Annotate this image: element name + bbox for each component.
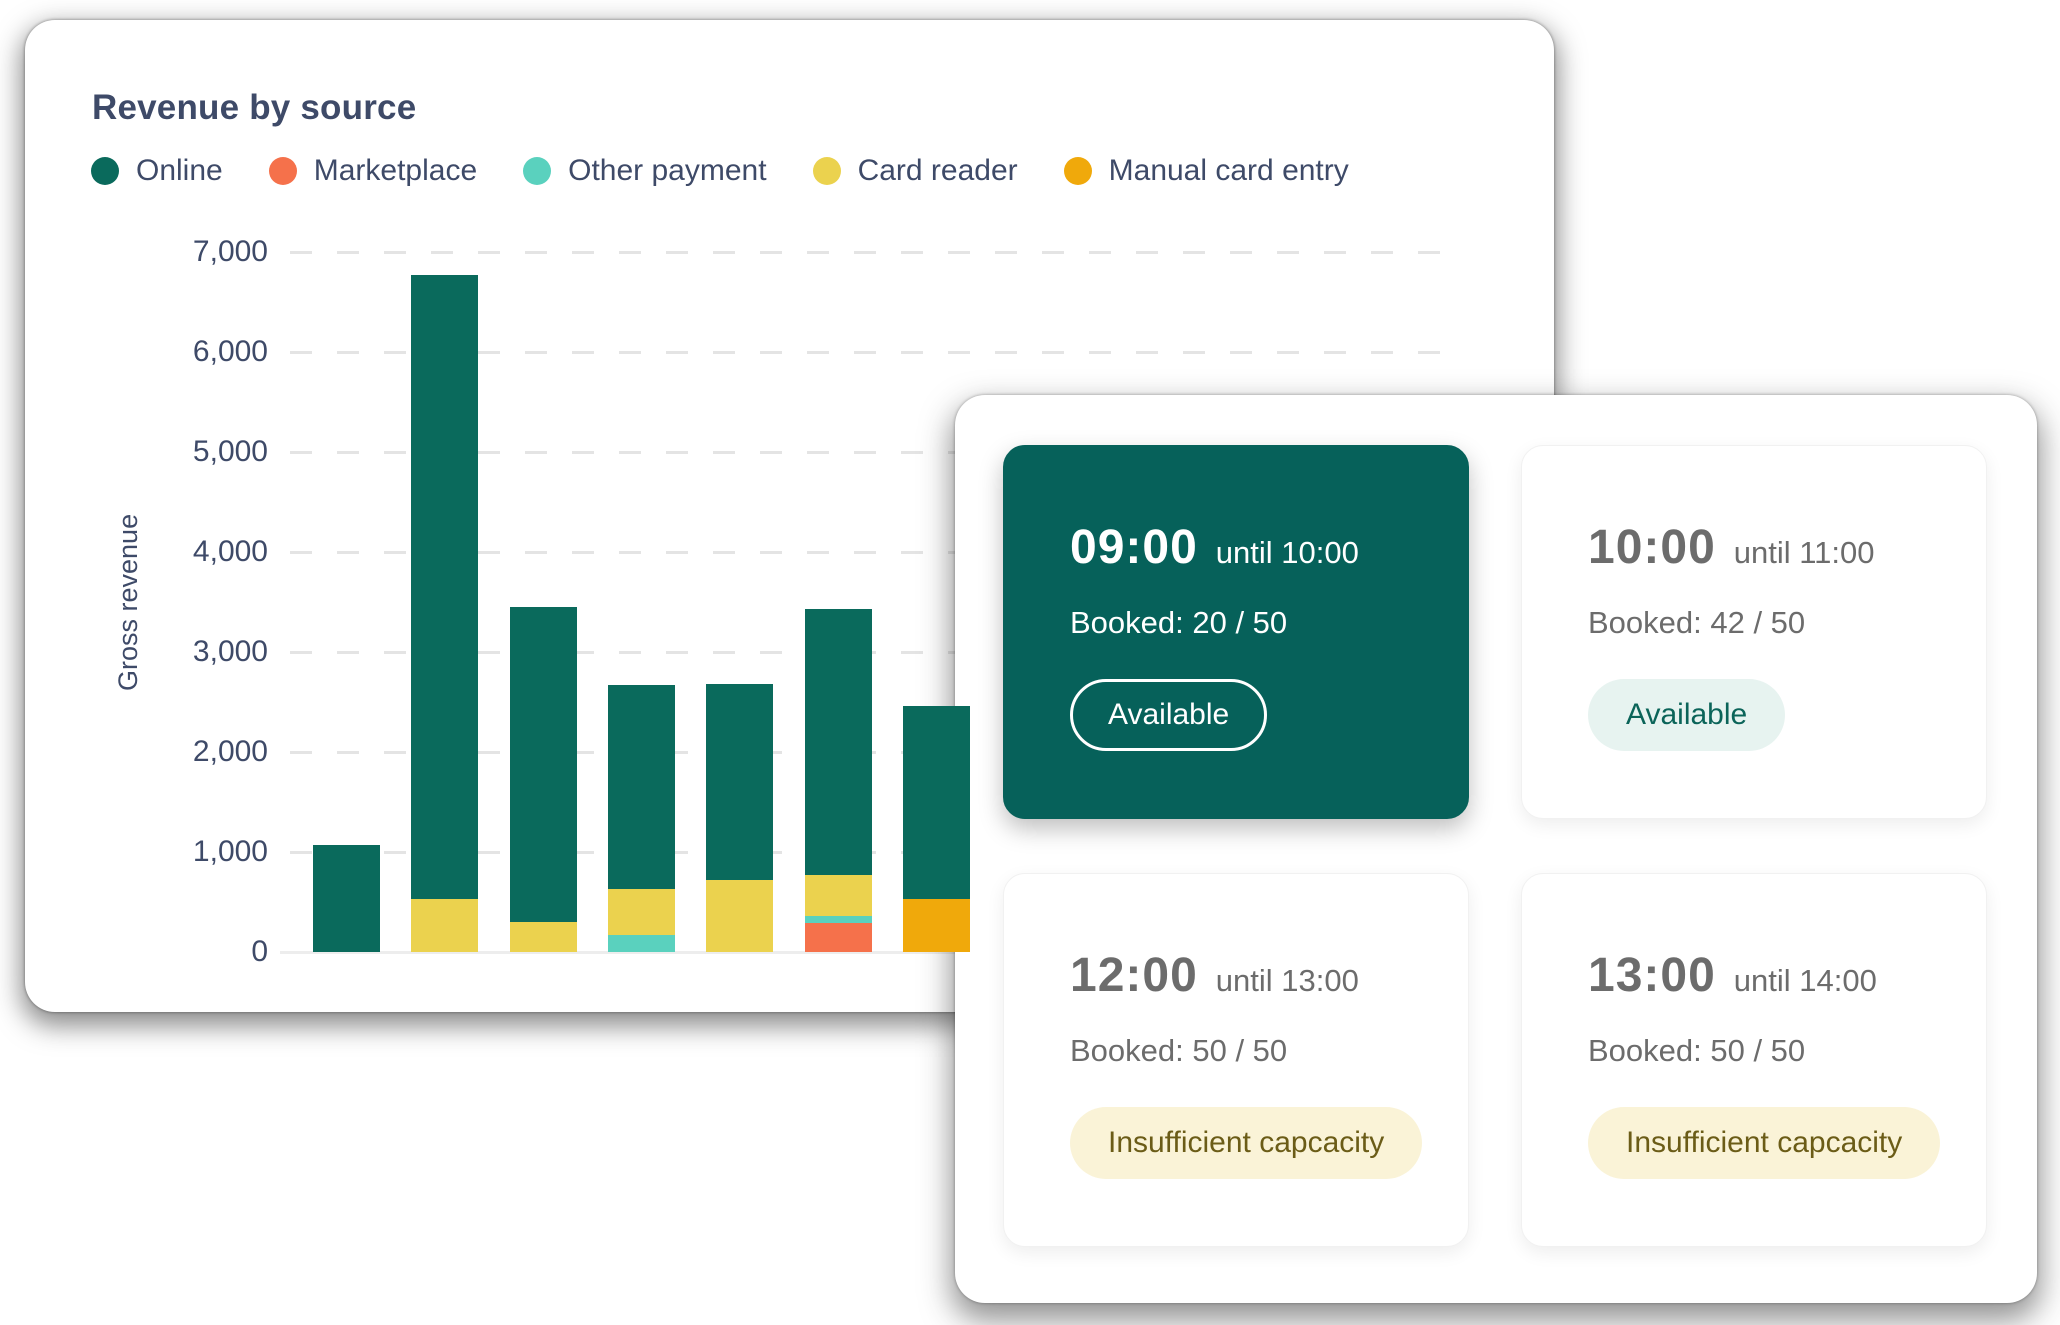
slot-time-row: 13:00 until 14:00 <box>1588 948 1956 1003</box>
stacked-bar-chart <box>280 251 1460 954</box>
bar-6[interactable] <box>804 609 872 952</box>
legend-item-card-reader[interactable]: Card reader <box>812 154 1018 188</box>
slot-until: until 13:00 <box>1215 963 1359 998</box>
bar-2[interactable] <box>411 275 479 952</box>
bar-1[interactable] <box>313 845 380 952</box>
bar-segment-online[interactable] <box>607 685 675 889</box>
slot-until: until 11:00 <box>1733 535 1875 570</box>
slot-time-row: 10:00 until 11:00 <box>1588 520 1956 575</box>
slot-booked-count: Booked: 50 / 50 <box>1588 1033 1806 1068</box>
slot-status-badge: Insufficient capcacity <box>1588 1107 1941 1179</box>
bar-segment-card-reader[interactable] <box>706 879 774 952</box>
legend-item-online[interactable]: Online <box>91 154 223 188</box>
bar-segment-card-reader[interactable] <box>607 888 675 935</box>
slot-time-row: 09:00 until 10:00 <box>1070 520 1438 575</box>
legend-dot-icon <box>523 157 552 185</box>
slot-time-row: 12:00 until 13:00 <box>1070 948 1438 1003</box>
bar-segment-other-payment[interactable] <box>607 935 675 952</box>
legend-dot-icon <box>1063 157 1092 185</box>
time-slot-card-1000[interactable]: 10:00 until 11:00 Booked: 42 / 50 Availa… <box>1521 445 1987 819</box>
slot-booked-count: Booked: 50 / 50 <box>1070 1033 1288 1068</box>
gridline <box>290 351 1460 354</box>
y-tick-label: 5,000 <box>192 435 268 468</box>
bar-7[interactable] <box>902 706 970 952</box>
bar-segment-online[interactable] <box>706 684 774 880</box>
time-slot-card-0900[interactable]: 09:00 until 10:00 Booked: 20 / 50 Availa… <box>1003 445 1469 819</box>
time-slot-card-1300[interactable]: 13:00 until 14:00 Booked: 50 / 50 Insuff… <box>1521 873 1987 1247</box>
bar-segment-card-reader[interactable] <box>804 875 872 916</box>
bar-3[interactable] <box>509 607 577 952</box>
bar-segment-online[interactable] <box>313 845 380 952</box>
chart-title: Revenue by source <box>92 88 417 127</box>
bar-segment-card-reader[interactable] <box>509 922 577 952</box>
legend-item-manual-card-entry[interactable]: Manual card entry <box>1063 154 1349 188</box>
gridline <box>290 651 1460 654</box>
legend-dot-icon <box>268 157 297 185</box>
gridline <box>290 751 1460 754</box>
legend-label: Other payment <box>568 154 767 187</box>
y-tick-label: 0 <box>251 935 268 968</box>
legend-label: Online <box>136 154 223 187</box>
bar-segment-manual-card-entry[interactable] <box>902 899 970 952</box>
y-tick-label: 4,000 <box>192 535 268 568</box>
y-axis-ticks: 0 1,000 2,000 3,000 4,000 5,000 6,000 7,000 <box>125 235 268 968</box>
slot-booked-count: Booked: 20 / 50 <box>1070 605 1288 640</box>
y-tick-label: 3,000 <box>192 635 268 668</box>
slot-time: 12:00 <box>1070 949 1198 1002</box>
legend-label: Marketplace <box>313 154 478 187</box>
bar-segment-marketplace[interactable] <box>804 922 872 952</box>
bar-4[interactable] <box>607 685 675 952</box>
bar-5[interactable] <box>706 684 774 952</box>
bar-segment-online[interactable] <box>411 275 479 899</box>
y-tick-label: 2,000 <box>192 735 268 768</box>
y-tick-label: 1,000 <box>192 835 268 868</box>
slot-time: 13:00 <box>1588 949 1716 1002</box>
slot-status-badge[interactable]: Available <box>1588 679 1786 751</box>
slot-status-badge[interactable]: Available <box>1070 679 1268 751</box>
slot-until: until 14:00 <box>1733 963 1877 998</box>
slot-status-badge: Insufficient capcacity <box>1070 1107 1423 1179</box>
bar-segment-other-payment[interactable] <box>804 915 872 923</box>
x-axis-line <box>280 951 1460 954</box>
gridline <box>290 851 1460 854</box>
slot-time: 09:00 <box>1070 521 1198 574</box>
bar-segment-card-reader[interactable] <box>411 899 479 952</box>
slot-time: 10:00 <box>1588 521 1716 574</box>
gridline <box>290 251 1460 254</box>
legend-item-other-payment[interactable]: Other payment <box>523 154 767 188</box>
y-tick-label: 7,000 <box>192 235 268 268</box>
legend-dot-icon <box>812 157 841 185</box>
time-slot-card-1200[interactable]: 12:00 until 13:00 Booked: 50 / 50 Insuff… <box>1003 873 1469 1247</box>
legend-label: Card reader <box>857 154 1018 187</box>
time-slot-panel: 09:00 until 10:00 Booked: 20 / 50 Availa… <box>955 395 2037 1303</box>
legend-label: Manual card entry <box>1108 154 1349 187</box>
bar-segment-online[interactable] <box>509 607 577 922</box>
y-tick-label: 6,000 <box>192 335 268 368</box>
bar-segment-online[interactable] <box>902 706 970 899</box>
slot-booked-count: Booked: 42 / 50 <box>1588 605 1806 640</box>
slot-until: until 10:00 <box>1215 535 1359 570</box>
legend-dot-icon <box>91 157 119 185</box>
bar-segment-online[interactable] <box>804 609 872 875</box>
legend-item-marketplace[interactable]: Marketplace <box>268 154 478 188</box>
gridline <box>290 551 1460 554</box>
chart-legend: Online Marketplace Other payment Card reade… <box>91 154 1349 188</box>
gridline <box>290 451 1460 454</box>
